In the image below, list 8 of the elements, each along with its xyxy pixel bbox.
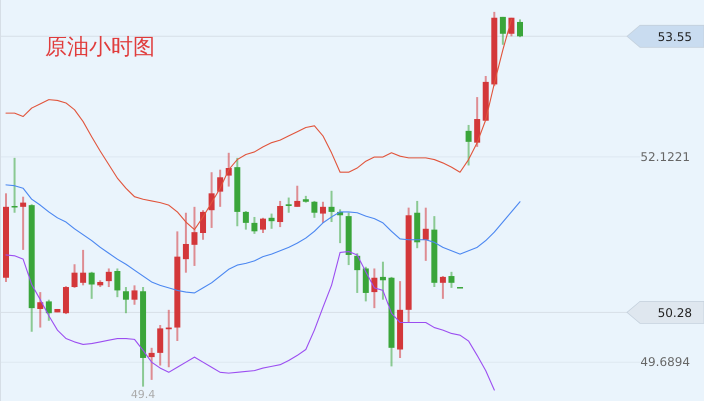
y-tick-label: 49.6894: [640, 355, 690, 370]
line-series: [5, 184, 521, 294]
ref-line-label: 50.28: [658, 306, 692, 320]
y-tick-label: 52.1221: [640, 150, 690, 164]
annotation: 49.4: [130, 388, 156, 401]
ref-line-label: 53.55: [658, 30, 692, 44]
text: 原油小时图: [45, 35, 155, 60]
line-series: [5, 251, 495, 391]
